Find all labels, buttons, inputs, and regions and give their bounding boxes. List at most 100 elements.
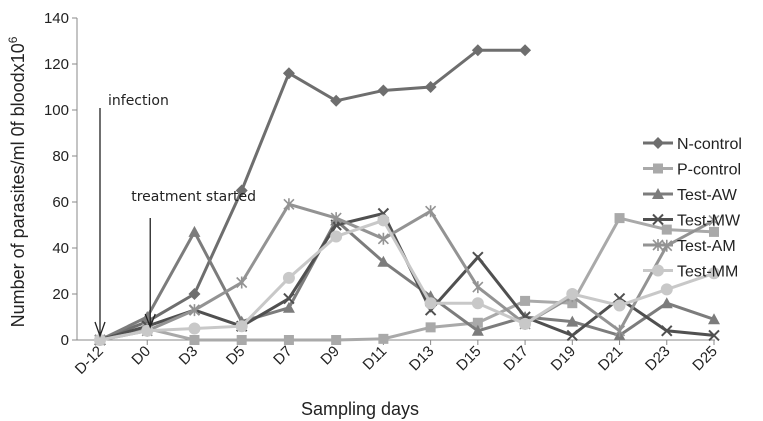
legend-marker <box>652 188 664 199</box>
data-point <box>709 226 719 237</box>
data-point <box>566 315 579 327</box>
data-point <box>282 301 295 313</box>
legend-label: Test-AM <box>677 238 736 255</box>
legend-entry: Test-MM <box>643 264 738 281</box>
series-line <box>99 218 715 342</box>
data-point <box>377 255 390 267</box>
data-point <box>567 298 578 309</box>
x-tick-label: D13 <box>406 343 437 374</box>
data-point <box>378 333 389 344</box>
data-point <box>660 297 673 309</box>
data-point <box>519 317 532 330</box>
data-point <box>660 283 673 296</box>
y-axis-title: Number of parasites/ml 0f bloodx106 <box>6 36 28 327</box>
y-axis-title-main: Number of parasites/ml 0f bloodx10 <box>8 43 28 327</box>
x-tick-label: D0 <box>128 343 154 369</box>
data-point <box>424 297 437 310</box>
data-point <box>377 214 390 227</box>
legend-marker <box>653 163 663 174</box>
data-point <box>472 251 484 263</box>
data-point <box>661 224 672 235</box>
data-point <box>471 44 484 57</box>
x-tick-label: D3 <box>176 343 202 369</box>
series-line <box>99 202 715 342</box>
legend-label: Test-MW <box>677 213 741 230</box>
data-point <box>520 295 531 306</box>
legend-entry: Test-AW <box>643 187 738 204</box>
data-point <box>283 292 295 305</box>
y-tick-label: 100 <box>44 102 69 119</box>
series-test-mw <box>94 207 720 346</box>
x-axis-title: Sampling days <box>301 399 419 419</box>
series-line <box>99 218 715 342</box>
data-point <box>188 288 201 300</box>
data-point <box>614 213 625 224</box>
x-tick-label: D7 <box>270 343 296 369</box>
x-tick-label: D11 <box>360 343 391 374</box>
x-tick-label: D17 <box>500 343 531 374</box>
data-point <box>424 81 437 93</box>
data-point <box>661 325 673 337</box>
data-point <box>236 335 247 345</box>
legend-entry: N-control <box>643 136 742 153</box>
series-test-aw <box>94 214 720 345</box>
annotation-treatment-started: treatment started <box>131 189 256 205</box>
data-point <box>282 67 295 80</box>
data-point <box>235 320 248 333</box>
data-point <box>708 214 720 227</box>
legend-label: Test-AW <box>677 187 738 204</box>
y-tick-label: 80 <box>52 148 69 165</box>
data-point <box>471 297 484 310</box>
data-point <box>188 225 201 237</box>
data-point <box>472 281 484 294</box>
data-point <box>519 44 532 57</box>
x-tick-label: D9 <box>317 343 343 369</box>
series-line <box>99 48 526 342</box>
y-tick-label: 140 <box>44 10 69 27</box>
legend-marker <box>652 239 664 251</box>
arrowhead <box>94 321 106 338</box>
data-point <box>471 324 484 336</box>
legend-marker <box>652 264 664 277</box>
x-tick-label: D23 <box>642 343 673 374</box>
data-point <box>566 288 579 300</box>
data-point <box>708 313 720 325</box>
x-tick-label: D19 <box>548 343 579 374</box>
data-point <box>331 335 342 345</box>
data-point <box>708 329 720 342</box>
data-point <box>330 230 343 243</box>
data-point <box>613 324 626 337</box>
legend-marker <box>652 137 664 149</box>
x-tick-label: D25 <box>689 343 720 374</box>
data-point <box>282 271 295 284</box>
data-point <box>235 184 248 197</box>
data-point <box>613 299 626 312</box>
legend-label: P-control <box>677 162 741 179</box>
data-point <box>188 322 201 335</box>
arrowhead <box>144 313 156 329</box>
y-tick-label: 40 <box>52 240 69 257</box>
data-point <box>330 94 343 107</box>
data-point <box>188 304 201 317</box>
data-point <box>472 317 483 328</box>
series-test-mm <box>94 214 720 346</box>
data-point <box>425 322 436 333</box>
annotation-infection: infection <box>108 93 169 109</box>
legend-marker <box>652 213 664 226</box>
data-point <box>377 84 390 97</box>
legend-label: N-control <box>677 136 742 153</box>
data-point <box>189 335 200 345</box>
y-tick-label: 0 <box>61 332 69 349</box>
data-point <box>283 198 295 211</box>
x-tick-label: D21 <box>595 343 626 374</box>
data-point <box>236 276 248 289</box>
data-point <box>330 212 342 225</box>
data-point <box>94 334 106 346</box>
series-n-control <box>94 44 532 346</box>
y-axis-title-superscript: 6 <box>6 36 20 43</box>
y-tick-label: 120 <box>44 56 69 73</box>
legend-label: Test-MM <box>677 264 738 281</box>
x-tick-label: D5 <box>223 343 249 369</box>
legend-entry: Test-AM <box>643 238 736 255</box>
